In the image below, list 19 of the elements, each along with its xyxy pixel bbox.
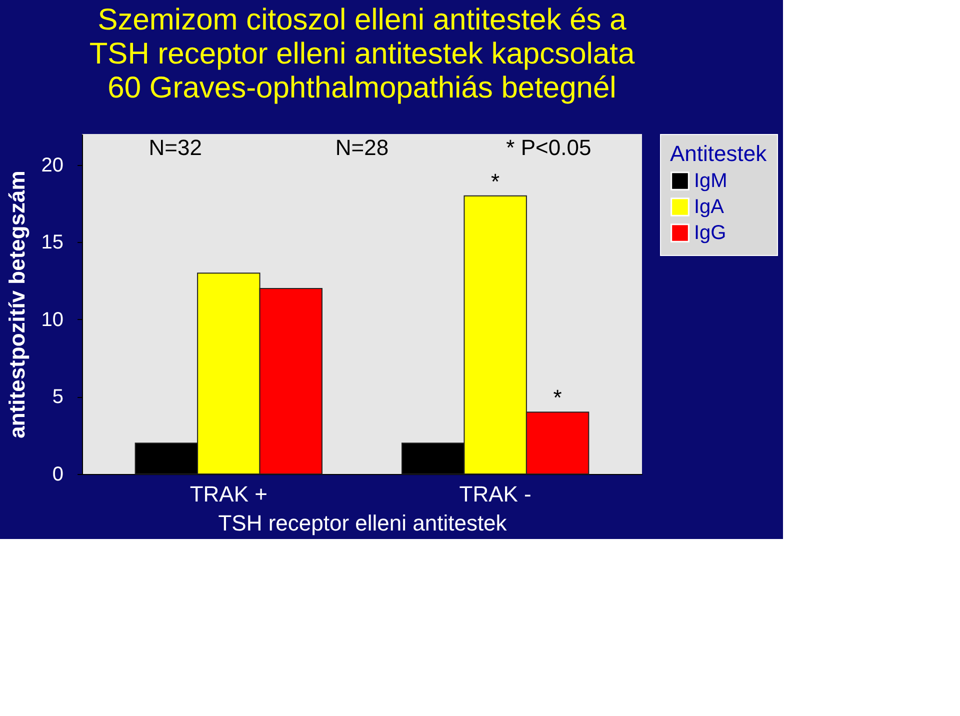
data-label: *	[491, 168, 500, 194]
y-tick-label: 5	[52, 386, 64, 408]
legend-label: IgA	[694, 196, 725, 218]
y-tick-label: 0	[52, 464, 64, 486]
x-tick-label: TRAK -	[459, 482, 532, 506]
y-tick-label: 10	[41, 308, 64, 331]
y-axis-title: antitestpozitív betegszám	[4, 170, 30, 438]
annotation: N=32	[148, 135, 202, 160]
chart-title: Szemizom citoszol elleni antitestek és a TSH receptor elleni antitestek kapcsolata 60 Graves-ophthalmopathiás betegnél	[89, 4, 635, 104]
x-axis-title: TSH receptor elleni antitestek	[218, 510, 508, 536]
data-label: *	[553, 385, 562, 410]
annotation: * P<0.05	[506, 135, 592, 160]
x-tick-label: TRAK +	[190, 482, 268, 506]
annotation: N=28	[335, 135, 389, 160]
y-tick-label: 20	[41, 154, 64, 176]
legend-title: Antitestek	[670, 141, 768, 166]
legend-label: IgG	[694, 222, 726, 244]
y-tick-label: 15	[41, 232, 64, 254]
legend-label: IgM	[694, 170, 728, 192]
